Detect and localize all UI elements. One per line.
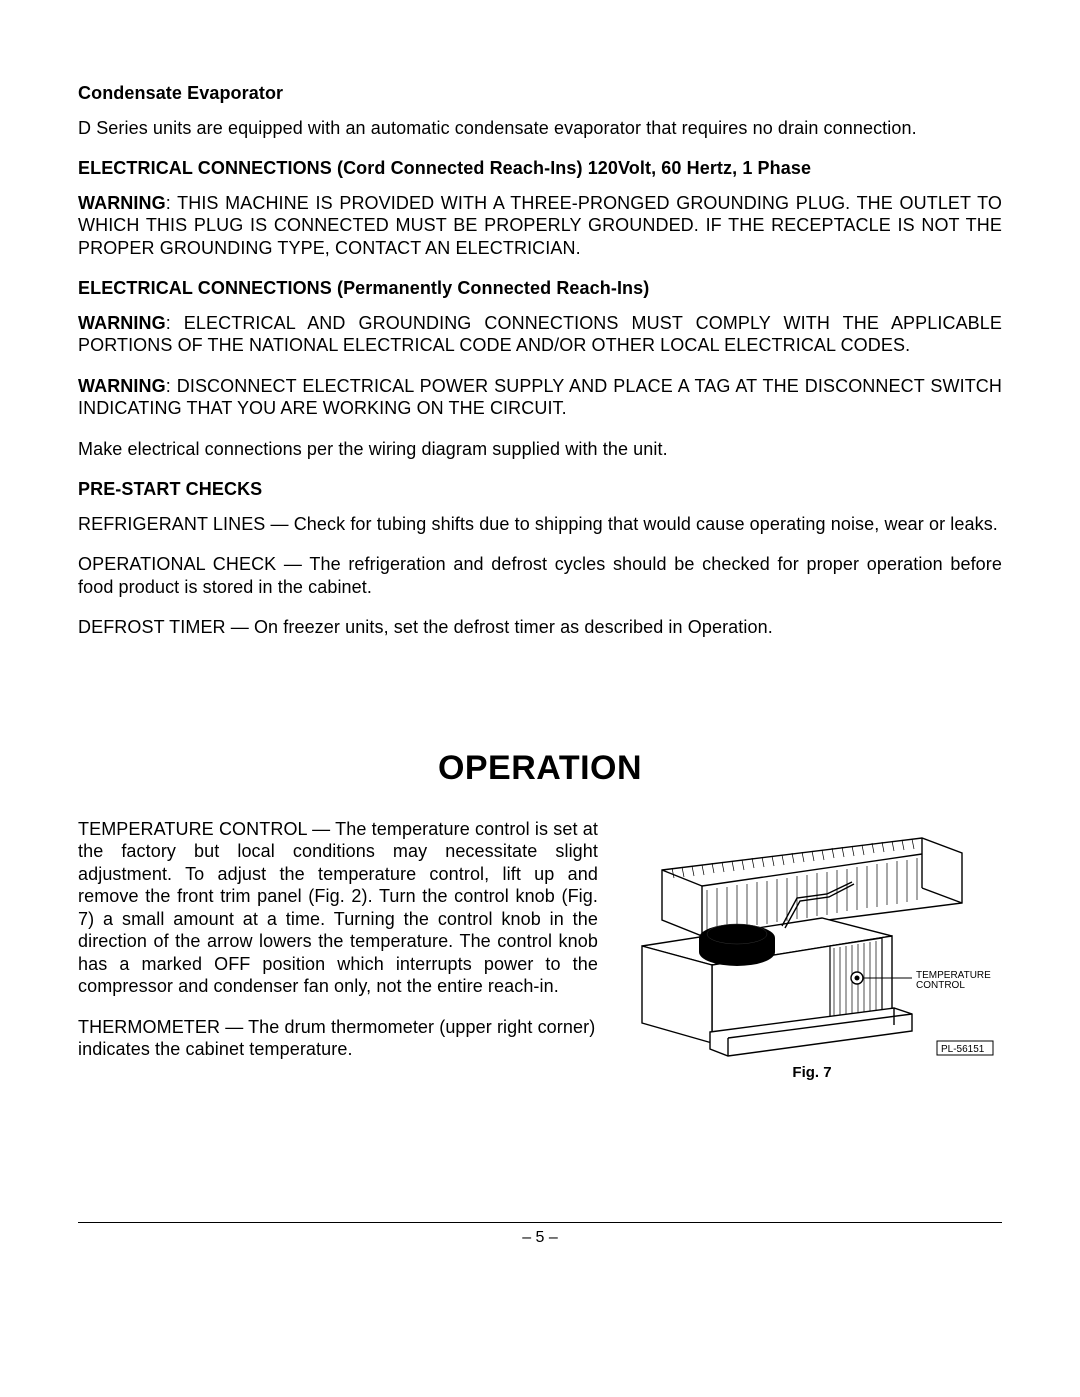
operation-figure-column: TEMPERATURE CONTROL PL-56151 Fig. 7 bbox=[622, 818, 1002, 1081]
figure-plate-id: PL-56151 bbox=[941, 1044, 985, 1055]
warning-body: : ELECTRICAL AND GROUNDING CONNECTIONS M… bbox=[78, 313, 1002, 356]
para-elec-cord-warning: WARNING: THIS MACHINE IS PROVIDED WITH A… bbox=[78, 192, 1002, 260]
warning-label: WARNING bbox=[78, 193, 166, 213]
page-footer: – 5 – bbox=[78, 1222, 1002, 1247]
para-elec-perm-body: Make electrical connections per the wiri… bbox=[78, 438, 1002, 461]
figure-caption: Fig. 7 bbox=[622, 1064, 1002, 1081]
warning-body: : DISCONNECT ELECTRICAL POWER SUPPLY AND… bbox=[78, 376, 1002, 419]
para-elec-perm-warning-2: WARNING: DISCONNECT ELECTRICAL POWER SUP… bbox=[78, 375, 1002, 420]
para-defrost-timer: DEFROST TIMER — On freezer units, set th… bbox=[78, 616, 1002, 639]
para-condensate-body: D Series units are equipped with an auto… bbox=[78, 117, 1002, 140]
operation-text-column: TEMPERATURE CONTROL — The temperature co… bbox=[78, 818, 598, 1079]
heading-operation: OPERATION bbox=[78, 749, 1002, 788]
page-number: – 5 – bbox=[78, 1229, 1002, 1247]
heading-condensate-evaporator: Condensate Evaporator bbox=[78, 82, 1002, 105]
para-operational-check: OPERATIONAL CHECK — The refrigeration an… bbox=[78, 553, 1002, 598]
warning-label: WARNING bbox=[78, 376, 166, 396]
heading-elec-perm: ELECTRICAL CONNECTIONS (Permanently Conn… bbox=[78, 277, 1002, 300]
para-thermometer: THERMOMETER — The drum thermometer (uppe… bbox=[78, 1016, 598, 1061]
warning-body: : THIS MACHINE IS PROVIDED WITH A THREE-… bbox=[78, 193, 1002, 258]
para-elec-perm-warning-1: WARNING: ELECTRICAL AND GROUNDING CONNEC… bbox=[78, 312, 1002, 357]
warning-label: WARNING bbox=[78, 313, 166, 333]
footer-divider bbox=[78, 1222, 1002, 1223]
document-page: Condensate Evaporator D Series units are… bbox=[0, 0, 1080, 1397]
figure-label-line2: CONTROL bbox=[916, 980, 965, 991]
para-temperature-control: TEMPERATURE CONTROL — The temperature co… bbox=[78, 818, 598, 998]
heading-elec-cord: ELECTRICAL CONNECTIONS (Cord Connected R… bbox=[78, 157, 1002, 180]
operation-two-column: TEMPERATURE CONTROL — The temperature co… bbox=[78, 818, 1002, 1081]
para-refrigerant-lines: REFRIGERANT LINES — Check for tubing shi… bbox=[78, 513, 1002, 536]
figure-7-illustration: TEMPERATURE CONTROL PL-56151 bbox=[622, 818, 1002, 1058]
heading-prestart: PRE-START CHECKS bbox=[78, 478, 1002, 501]
